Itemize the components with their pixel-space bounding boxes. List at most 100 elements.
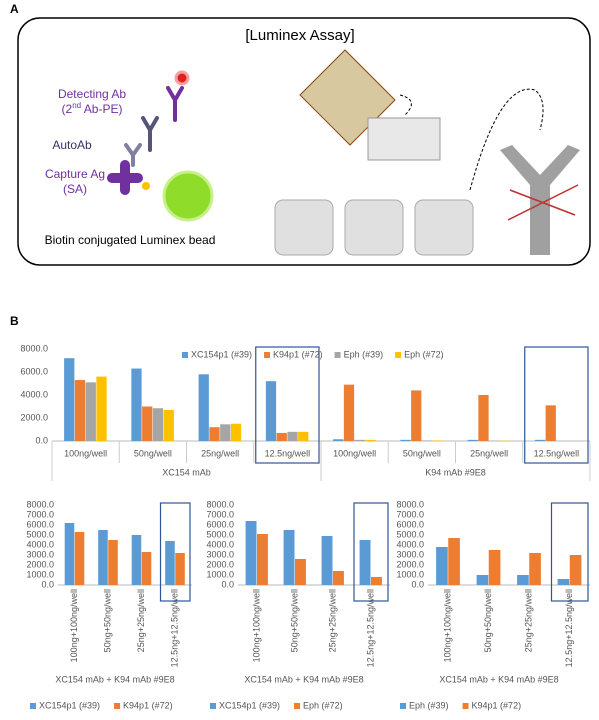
x-tick-label: 25ng+25ng/well [136,589,146,652]
y-tick-label: 4000.0 [20,389,48,399]
bar [298,431,309,441]
bar [488,550,501,585]
bar [74,380,86,441]
x-tick-label: 100ng/well [333,448,376,458]
x-tick-label: 50ng+50ng/well [289,589,299,652]
bar [276,432,287,441]
legend-label: Eph (#72) [404,349,444,359]
bar [569,555,582,585]
bar [333,439,344,441]
y-tick-label: 0.0 [41,579,54,589]
bar [476,575,489,585]
legend-swatch [114,703,121,709]
bar [198,374,209,441]
y-tick-label: 8000.0 [20,343,48,353]
bar [432,440,443,441]
y-tick-label: 8000.0 [26,499,54,509]
x-tick-label: 12.5ng/well [534,448,580,458]
y-tick-label: 4000.0 [396,539,424,549]
bar [245,521,257,585]
y-tick-label: 6000.0 [396,519,424,529]
bar [517,575,529,585]
x-tick-label: 12.5ng+12.5ng/well [564,589,574,667]
legend-label: K94p1 (#72) [123,700,173,710]
bar [257,534,268,585]
legend-swatch [395,352,402,358]
bar [448,538,460,585]
bar [96,376,107,441]
bar [400,439,411,441]
y-tick-label: 7000.0 [206,509,234,519]
y-tick-label: 2000.0 [396,559,424,569]
bar [209,427,220,441]
bar [152,408,164,441]
y-tick-label: 5000.0 [396,529,424,539]
bar [365,439,376,441]
highlight-box [524,346,589,464]
bar [165,541,175,585]
panel-label: B [10,314,19,328]
legend-swatch [400,703,406,709]
bar [371,577,382,585]
legend-label: XC154p1 (#39) [219,700,280,710]
bar [108,540,118,585]
x-tick-label: 100ng+100ng/well [443,589,453,662]
detecting-ab-sub: (2nd Ab-PE) [62,101,123,116]
bar [557,579,570,585]
bar [421,440,433,441]
x-tick-label: 100ng+100ng/well [69,589,79,662]
capture-ag-label: Capture Ag [45,167,105,181]
bar [74,532,85,585]
bar [436,547,448,585]
group-label: XC154 mAb [162,467,211,477]
y-tick-label: 1000.0 [396,569,424,579]
x-axis-label: XC154 mAb + K94 mAb #9E8 [55,674,174,684]
bar [131,368,142,441]
highlight-box [255,346,320,464]
bar [64,358,75,441]
bar [283,530,295,585]
y-tick-label: 5000.0 [26,529,54,539]
x-tick-label: 25ng+25ng/well [524,589,534,652]
y-tick-label: 0.0 [221,579,234,589]
bar [163,409,174,441]
bar [265,381,277,441]
legend-swatch [182,352,188,358]
highlight-box [353,502,389,602]
highlight-box [550,502,589,602]
y-tick-label: 3000.0 [396,549,424,559]
x-tick-label: 100ng/well [64,448,107,458]
bar [545,405,556,441]
bar [321,536,333,585]
illustration [107,70,214,222]
bar [359,540,371,585]
bar [98,530,108,585]
bar [529,553,541,585]
y-tick-label: 8000.0 [396,499,424,509]
y-tick-label: 0.0 [35,435,48,445]
legend-swatch [210,703,216,709]
y-tick-label: 2000.0 [206,559,234,569]
bar [142,406,153,441]
bar [478,395,489,441]
y-tick-label: 5000.0 [206,529,234,539]
bar [534,439,546,441]
bar [230,423,242,441]
bar [333,571,344,585]
x-axis-label: XC154 mAb + K94 mAb #9E8 [244,674,363,684]
y-tick-label: 6000.0 [20,366,48,376]
legend-swatch [30,703,36,709]
panel-label: A [10,2,19,16]
legend-swatch [334,352,341,358]
y-tick-label: 3000.0 [206,549,234,559]
legend-swatch [462,703,469,709]
bar [141,552,152,585]
panel-frame [17,17,591,266]
bar [175,553,185,585]
bar [287,431,298,441]
x-tick-label: 25ng+25ng/well [327,589,337,652]
x-tick-label: 25ng/well [201,448,239,458]
legend-swatch [264,352,271,358]
y-tick-label: 7000.0 [396,509,424,519]
